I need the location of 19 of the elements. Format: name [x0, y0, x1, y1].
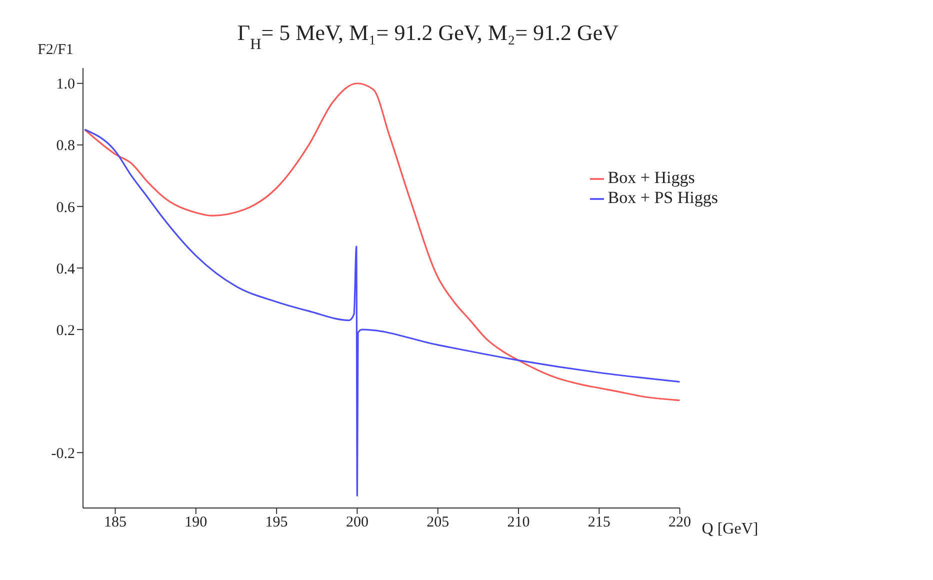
x-tick-label: 220 — [668, 514, 692, 531]
x-tick-label: 195 — [265, 514, 288, 531]
y-tick-label: 1.0 — [56, 76, 75, 93]
x-tick-label: 210 — [507, 514, 530, 531]
y-tick-label: 0.6 — [56, 200, 76, 216]
x-tick-label: 190 — [184, 514, 208, 531]
legend-label: Box + PS Higgs — [608, 188, 718, 207]
x-tick-label: 205 — [426, 514, 450, 531]
y-tick-label: 0.8 — [56, 138, 75, 154]
legend-label: Box + Higgs — [608, 168, 695, 187]
y-tick-label: 0.2 — [56, 322, 75, 339]
x-tick-label: 200 — [346, 514, 368, 531]
chart-title: Γ$_{H}$= 5 MeV, M₁= 91.2 GeV, M₂= 91.2 GeV — [237, 20, 619, 52]
y-tick-label: 0.4 — [56, 261, 76, 278]
x-tick-label: 215 — [588, 514, 610, 531]
x-tick-label: 185 — [104, 514, 127, 531]
y-tick-label: -0.2 — [51, 446, 75, 462]
y-axis-title: F2/F1 — [38, 42, 74, 58]
x-axis-title: Q [GeV] — [702, 520, 758, 538]
